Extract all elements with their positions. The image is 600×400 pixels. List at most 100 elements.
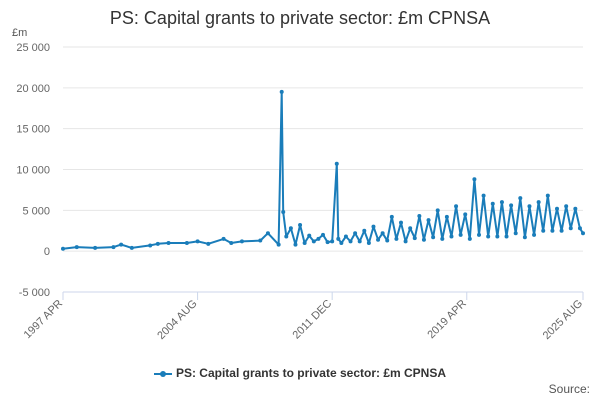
data-point bbox=[490, 201, 495, 206]
data-point bbox=[321, 232, 325, 237]
data-point bbox=[495, 234, 500, 239]
data-point bbox=[532, 232, 537, 237]
data-point bbox=[555, 206, 559, 211]
data-point bbox=[440, 236, 445, 241]
data-point bbox=[298, 223, 303, 228]
data-point bbox=[545, 193, 550, 198]
data-point bbox=[148, 243, 153, 248]
chart-title: PS: Capital grants to private sector: £m… bbox=[109, 8, 491, 28]
data-point bbox=[221, 236, 226, 241]
data-point bbox=[366, 241, 371, 245]
x-tick-label: 2004 AUG bbox=[155, 298, 199, 342]
data-point bbox=[385, 238, 390, 243]
data-point bbox=[184, 241, 189, 245]
data-point bbox=[481, 193, 486, 198]
data-point bbox=[155, 241, 160, 246]
data-point bbox=[577, 226, 582, 231]
data-point bbox=[449, 234, 454, 239]
data-point bbox=[316, 236, 321, 241]
x-axis: 1997 APR 2004 AUG 2011 DEC 2019 APR 2025 AUG bbox=[22, 291, 585, 342]
grid-lines bbox=[63, 46, 583, 293]
data-point bbox=[195, 239, 200, 244]
data-point bbox=[348, 239, 353, 244]
data-point bbox=[541, 228, 546, 233]
data-point bbox=[568, 226, 573, 231]
legend[interactable]: PS: Capital grants to private sector: £m… bbox=[0, 366, 600, 380]
data-point bbox=[467, 236, 472, 241]
data-point bbox=[276, 242, 281, 247]
y-tick-label: 10 000 bbox=[16, 165, 50, 177]
data-point bbox=[426, 218, 431, 223]
data-point bbox=[111, 245, 116, 250]
data-point bbox=[536, 200, 541, 205]
data-point bbox=[129, 245, 134, 250]
data-point bbox=[307, 233, 312, 238]
data-point bbox=[74, 245, 79, 250]
data-point bbox=[239, 239, 244, 244]
y-tick-label: 15 000 bbox=[16, 124, 50, 136]
y-axis: -5 000 0 5 000 10 000 15 000 20 000 25 000 bbox=[16, 42, 50, 299]
data-point bbox=[119, 242, 124, 247]
data-point bbox=[302, 241, 307, 245]
source-label: Source: bbox=[548, 382, 590, 396]
data-point bbox=[417, 214, 422, 219]
data-point bbox=[284, 234, 289, 239]
data-point bbox=[408, 226, 413, 231]
data-point bbox=[371, 224, 376, 229]
y-tick-label: 20 000 bbox=[16, 83, 50, 95]
y-axis-unit-label: £m bbox=[12, 27, 28, 39]
legend-label: PS: Capital grants to private sector: £m… bbox=[175, 366, 447, 380]
data-point bbox=[325, 240, 330, 245]
series-layer bbox=[61, 89, 585, 251]
data-point bbox=[229, 241, 234, 245]
data-point bbox=[330, 239, 335, 244]
data-point bbox=[444, 214, 449, 219]
data-point bbox=[389, 214, 394, 219]
data-point bbox=[336, 236, 341, 241]
data-point bbox=[394, 236, 399, 241]
data-point bbox=[513, 231, 518, 236]
data-point bbox=[93, 245, 98, 250]
data-point bbox=[504, 234, 509, 239]
data-point bbox=[522, 235, 527, 240]
x-tick-label: 2025 AUG bbox=[541, 298, 585, 342]
data-point bbox=[334, 161, 339, 166]
data-point bbox=[458, 232, 463, 237]
data-point bbox=[279, 89, 284, 94]
data-point bbox=[281, 209, 286, 214]
x-tick-label: 2011 DEC bbox=[291, 298, 335, 342]
data-point bbox=[380, 231, 385, 236]
series-line bbox=[62, 90, 584, 250]
data-point bbox=[527, 204, 532, 209]
x-tick-label: 1997 APR bbox=[22, 298, 66, 342]
data-point bbox=[399, 220, 403, 225]
data-point bbox=[61, 246, 65, 251]
y-tick-label: 5 000 bbox=[22, 205, 50, 217]
legend-swatch bbox=[153, 370, 172, 377]
data-point bbox=[472, 177, 477, 182]
data-point bbox=[421, 237, 426, 242]
data-point bbox=[343, 234, 348, 239]
y-tick-label: -5 000 bbox=[19, 287, 50, 299]
data-point bbox=[509, 203, 514, 208]
data-point bbox=[288, 226, 293, 231]
data-point bbox=[353, 231, 358, 236]
data-point bbox=[435, 208, 440, 213]
data-point bbox=[573, 206, 578, 211]
data-point bbox=[258, 238, 263, 243]
data-point bbox=[166, 241, 171, 245]
data-point bbox=[265, 231, 270, 236]
x-tick-label: 2019 APR bbox=[425, 298, 469, 342]
data-point bbox=[518, 196, 523, 201]
data-point bbox=[376, 237, 381, 242]
data-point bbox=[403, 239, 408, 244]
y-tick-label: 25 000 bbox=[16, 42, 50, 54]
data-point bbox=[477, 232, 481, 237]
data-point bbox=[293, 242, 298, 247]
data-point bbox=[412, 236, 417, 241]
data-point bbox=[454, 204, 459, 209]
data-point bbox=[431, 235, 436, 240]
data-point bbox=[311, 239, 316, 244]
data-point bbox=[550, 228, 555, 233]
